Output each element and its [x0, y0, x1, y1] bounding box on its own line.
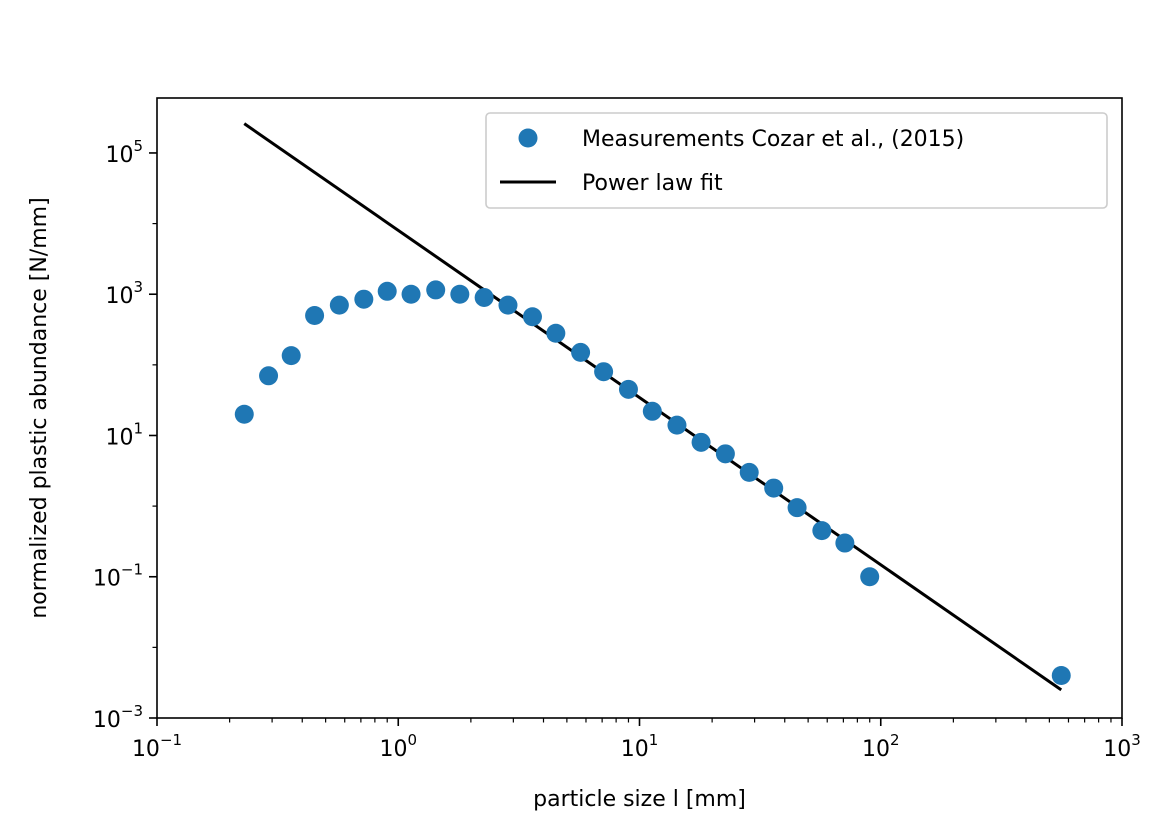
legend-marker	[518, 128, 538, 148]
data-point	[812, 521, 832, 541]
data-point	[618, 379, 638, 399]
data-point	[739, 462, 759, 482]
data-point	[546, 323, 566, 343]
y-tick-label: 103	[105, 278, 143, 309]
data-point	[860, 567, 880, 587]
data-point	[281, 346, 301, 366]
data-point	[522, 307, 542, 327]
data-point	[354, 289, 374, 309]
data-point	[234, 404, 254, 424]
legend-box	[485, 112, 1108, 209]
data-point	[305, 305, 325, 325]
data-point	[764, 478, 784, 498]
y-tick-label: 101	[105, 419, 143, 450]
data-point	[377, 281, 397, 301]
legend-label: Power law fit	[582, 171, 723, 196]
data-point	[691, 432, 711, 452]
data-point	[835, 533, 855, 553]
x-tick-label: 103	[1103, 731, 1141, 762]
legend: Measurements Cozar et al., (2015) Power l…	[485, 112, 1108, 209]
x-axis-label: particle size l [mm]	[533, 787, 746, 812]
data-point	[259, 366, 279, 386]
data-point	[474, 287, 494, 307]
data-point	[594, 362, 614, 382]
data-point	[401, 284, 421, 304]
data-point	[667, 415, 687, 435]
data-point	[642, 401, 662, 421]
y-tick-label: 10−3	[93, 702, 143, 733]
data-point	[715, 444, 735, 464]
data-point	[450, 284, 470, 304]
x-tick-label: 100	[379, 731, 417, 762]
plot-area	[234, 122, 1071, 692]
data-point	[498, 295, 518, 315]
x-tick-label: 101	[621, 731, 659, 762]
y-tick-label: 10−1	[93, 561, 143, 592]
x-tick-label: 102	[862, 731, 900, 762]
data-point	[1051, 665, 1071, 685]
y-axis-label: normalized plastic abundance [N/mm]	[27, 197, 52, 618]
y-tick-label: 105	[105, 137, 143, 168]
data-point	[329, 295, 349, 315]
data-point	[426, 280, 446, 300]
legend-label: Measurements Cozar et al., (2015)	[582, 127, 964, 152]
x-tick-label: 10−1	[132, 731, 182, 762]
data-point	[787, 498, 807, 518]
data-point	[571, 342, 591, 362]
